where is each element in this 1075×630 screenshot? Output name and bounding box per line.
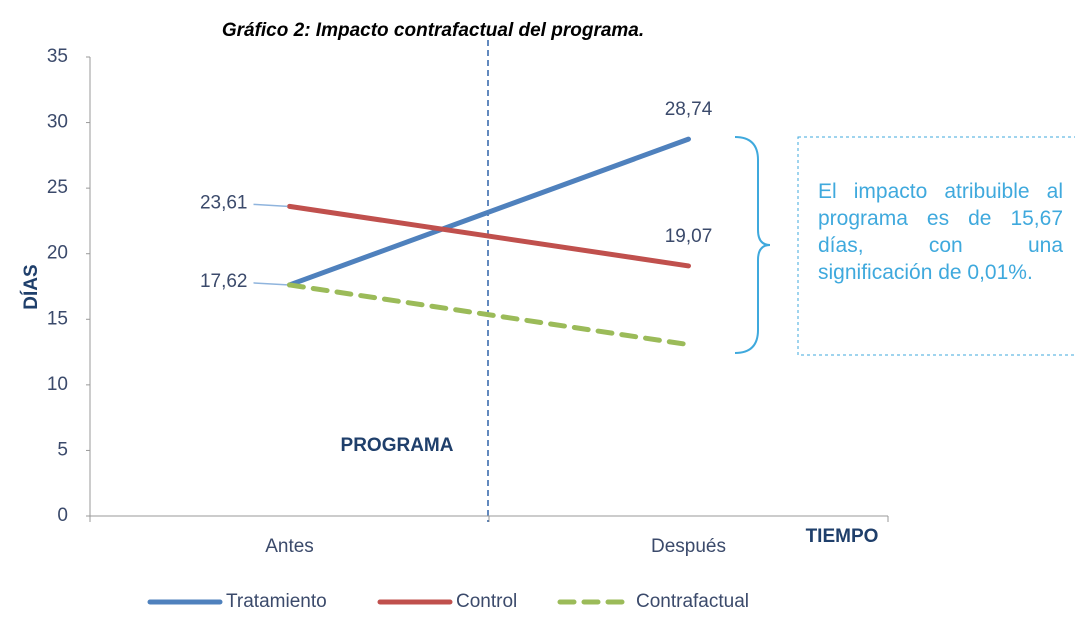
y-tick-label: 15 — [47, 308, 68, 329]
note-container: El impacto atribuible al programa es de … — [818, 180, 1063, 284]
data-label: 19,07 — [665, 226, 713, 247]
series-line — [287, 136, 691, 288]
series-line — [287, 203, 691, 269]
y-tick-label: 5 — [57, 439, 68, 460]
x-axis-label: TIEMPO — [806, 526, 879, 547]
leader-line — [253, 282, 288, 286]
y-tick-label: 25 — [47, 177, 68, 198]
note-box — [797, 136, 1075, 356]
y-axis-label: DÍAS — [20, 264, 42, 309]
annotation: PROGRAMA — [341, 435, 454, 456]
y-tick-label: 10 — [47, 374, 68, 395]
data-label: 17,62 — [200, 271, 248, 292]
y-tick-label: 30 — [47, 112, 68, 133]
x-tick-label: Después — [651, 536, 726, 557]
legend-label: Contrafactual — [636, 591, 749, 612]
y-tick-label: 35 — [47, 46, 68, 67]
x-tick-label: Antes — [265, 536, 314, 557]
legend-label: Tratamiento — [226, 591, 327, 612]
data-label: 28,74 — [665, 99, 713, 120]
chart-title: Gráfico 2: Impacto contrafactual del pro… — [222, 20, 644, 41]
data-label: 23,61 — [200, 192, 248, 213]
leader-line — [253, 203, 288, 208]
y-tick-label: 20 — [47, 243, 68, 264]
legend-label: Control — [456, 591, 517, 612]
y-tick-label: 0 — [57, 505, 68, 526]
note: El impacto atribuible al programa es de … — [818, 180, 1063, 284]
brace — [734, 136, 771, 354]
series-line — [287, 282, 691, 348]
